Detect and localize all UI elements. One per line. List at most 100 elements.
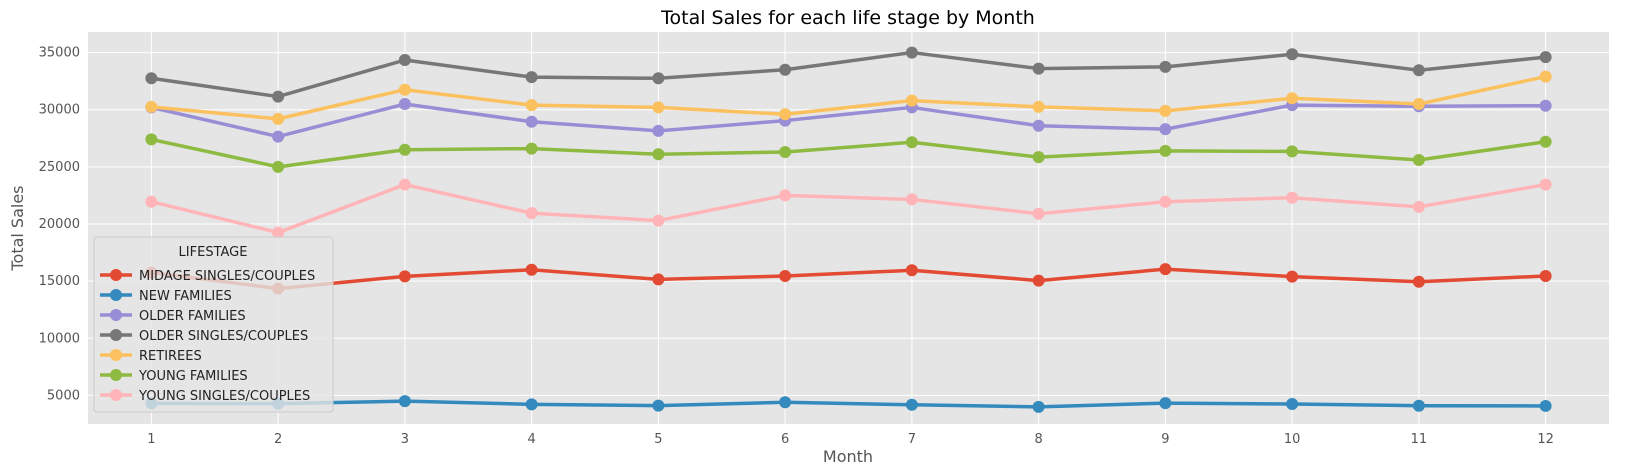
data-point <box>779 146 792 158</box>
data-point <box>1032 119 1045 132</box>
data-point <box>1539 70 1552 83</box>
data-point <box>905 264 918 277</box>
data-point <box>652 273 665 286</box>
legend-entry: OLDER FAMILIES <box>100 309 246 324</box>
data-point <box>272 226 285 239</box>
x-tick-label: 7 <box>908 432 916 447</box>
legend-label: NEW FAMILIES <box>139 289 232 304</box>
legend-label: YOUNG SINGLES/COUPLES <box>138 389 310 404</box>
y-tick-label: 20000 <box>39 217 80 232</box>
data-point <box>525 115 538 128</box>
data-point <box>525 142 538 155</box>
legend-swatch-marker <box>110 349 122 361</box>
legend-title: LIFESTAGE <box>179 245 248 260</box>
data-point <box>1539 135 1552 148</box>
legend-box <box>93 236 334 413</box>
data-point <box>905 193 918 206</box>
legend-entry: YOUNG FAMILIES <box>100 369 248 384</box>
series-line <box>151 399 1546 409</box>
y-tick-label: 30000 <box>39 103 80 118</box>
data-point <box>1159 397 1172 410</box>
series-group <box>145 178 1552 239</box>
data-point <box>272 90 285 103</box>
legend-label: YOUNG FAMILIES <box>138 369 248 384</box>
data-point <box>1032 274 1045 287</box>
data-point <box>1032 400 1045 413</box>
x-axis-title: Month <box>823 447 873 466</box>
legend-swatch-marker <box>110 269 122 281</box>
data-point <box>1286 48 1299 61</box>
data-point <box>525 398 538 411</box>
x-tick-label: 8 <box>1034 432 1042 447</box>
data-point <box>1412 64 1425 77</box>
x-tick-label: 6 <box>781 432 789 447</box>
data-point <box>1539 99 1552 112</box>
series-line <box>151 74 1546 121</box>
data-point <box>398 143 411 156</box>
data-point <box>779 63 792 76</box>
data-point <box>272 160 285 173</box>
series-group <box>145 46 1552 103</box>
data-point <box>145 195 158 208</box>
y-tick-label: 15000 <box>39 274 80 289</box>
legend-swatch-marker <box>110 389 122 401</box>
legend-swatch-marker <box>110 369 122 381</box>
data-point <box>652 214 665 227</box>
data-point <box>525 71 538 84</box>
x-tick-label: 10 <box>1284 432 1301 447</box>
data-point <box>1412 200 1425 213</box>
data-point <box>525 263 538 276</box>
series-group <box>145 133 1552 173</box>
data-point <box>525 99 538 112</box>
series-lines <box>145 46 1552 413</box>
data-point <box>272 112 285 125</box>
data-point <box>779 396 792 409</box>
x-tick-label: 11 <box>1411 432 1428 447</box>
data-point <box>272 130 285 143</box>
data-point <box>652 124 665 137</box>
y-tick-label: 5000 <box>47 388 80 403</box>
data-point <box>1032 207 1045 220</box>
data-point <box>1412 399 1425 412</box>
data-point <box>1412 154 1425 166</box>
data-point <box>398 178 411 191</box>
legend-entry: MIDAGE SINGLES/COUPLES <box>100 269 315 284</box>
legend-label: OLDER SINGLES/COUPLES <box>139 329 308 344</box>
data-point <box>652 148 665 161</box>
x-tick-label: 2 <box>274 432 282 447</box>
legend-entry: OLDER SINGLES/COUPLES <box>100 329 308 344</box>
data-point <box>1159 104 1172 117</box>
data-point <box>1286 270 1299 283</box>
legend-swatch-marker <box>110 329 122 341</box>
x-tick-label: 5 <box>654 432 662 447</box>
legend-entry: NEW FAMILIES <box>100 289 232 304</box>
data-point <box>779 108 792 121</box>
data-point <box>1032 62 1045 75</box>
data-point <box>398 395 411 408</box>
x-tick-label: 12 <box>1537 432 1554 447</box>
series-group <box>145 98 1552 143</box>
y-tick-label: 25000 <box>39 160 80 175</box>
data-point <box>1539 51 1552 64</box>
data-point <box>1286 191 1299 204</box>
data-point <box>1539 399 1552 412</box>
data-point <box>1412 275 1425 288</box>
data-point <box>1539 270 1552 282</box>
y-axis-title: Total Sales <box>8 185 27 271</box>
y-tick-label: 10000 <box>39 331 80 346</box>
data-point <box>145 133 158 146</box>
data-point <box>652 101 665 114</box>
legend-label: RETIREES <box>139 349 202 364</box>
series-line <box>150 102 1546 139</box>
data-point <box>652 72 665 85</box>
data-point <box>145 100 158 113</box>
data-point <box>1032 100 1045 113</box>
series-line <box>151 267 1546 291</box>
legend-entry: RETIREES <box>100 349 202 364</box>
plot-area <box>88 32 1609 424</box>
legend-label: MIDAGE SINGLES/COUPLES <box>139 269 315 284</box>
data-point <box>1159 123 1172 136</box>
x-tick-label: 9 <box>1161 432 1169 447</box>
legend-entry: YOUNG SINGLES/COUPLES <box>100 389 310 404</box>
